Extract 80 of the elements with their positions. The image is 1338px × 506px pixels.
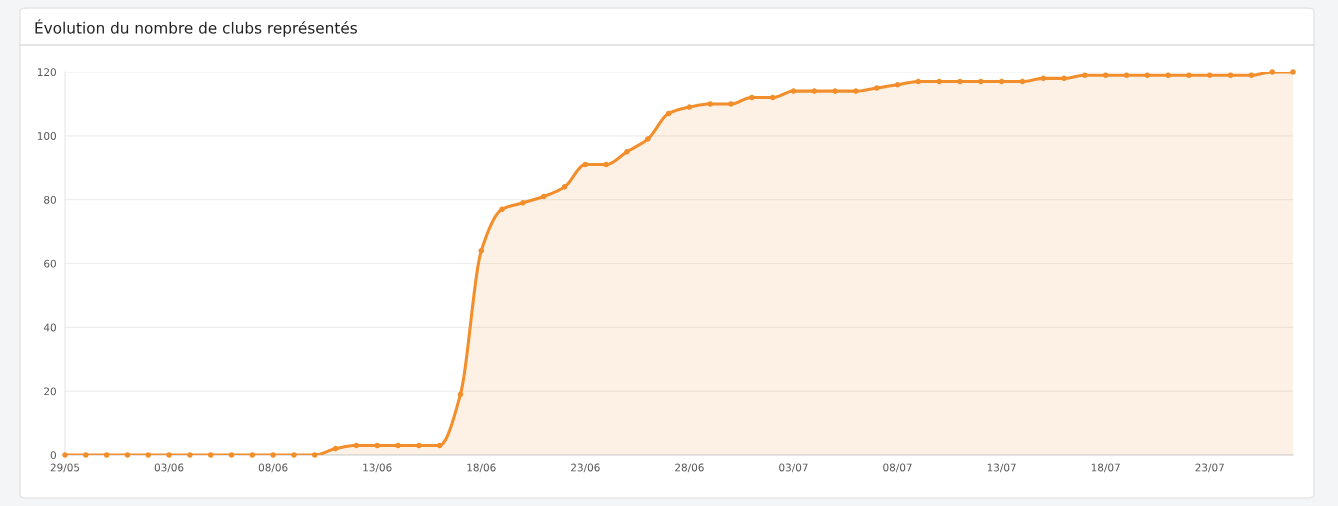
point [957, 78, 963, 85]
x-tick-label: 23/06 [571, 463, 600, 473]
point [1186, 72, 1192, 78]
point [436, 442, 443, 449]
point [416, 442, 422, 449]
y-tick-label: 20 [44, 387, 56, 396]
point [103, 452, 110, 458]
point [603, 161, 609, 168]
point [166, 452, 172, 458]
y-tick-label: 80 [44, 195, 56, 204]
point [998, 78, 1005, 85]
point [978, 78, 984, 85]
point [832, 88, 838, 94]
point [520, 200, 526, 206]
y-tick-label: 0 [50, 451, 56, 460]
point [478, 247, 485, 254]
point [499, 206, 505, 213]
point [228, 452, 235, 458]
x-tick-label: 08/06 [258, 463, 288, 473]
y-tick-label: 40 [43, 323, 56, 332]
point [62, 452, 68, 458]
point [769, 94, 776, 101]
point [1102, 72, 1109, 78]
point [665, 110, 672, 117]
point [582, 161, 589, 168]
point [811, 88, 818, 94]
point [1290, 69, 1296, 75]
point [374, 442, 380, 449]
y-tick-label: 60 [44, 259, 56, 268]
x-tick-label: 08/07 [883, 463, 912, 473]
x-tick-label: 29/05 [50, 463, 80, 473]
point [624, 149, 630, 155]
point [1123, 72, 1130, 78]
point [790, 88, 797, 94]
point [728, 101, 734, 107]
point [1227, 72, 1234, 78]
point [1248, 72, 1255, 78]
x-tick-label: 18/06 [467, 463, 496, 473]
point [936, 78, 942, 85]
point [707, 101, 713, 107]
point [187, 452, 193, 458]
point [749, 94, 755, 101]
point [270, 452, 276, 458]
x-tick-label: 03/06 [154, 463, 184, 473]
y-tick-label: 100 [37, 132, 56, 140]
point [894, 81, 901, 88]
point [145, 452, 152, 458]
point [353, 442, 360, 449]
x-tick-label: 23/07 [1195, 463, 1224, 473]
point [249, 452, 256, 458]
point [1061, 75, 1067, 82]
x-tick-label: 18/07 [1091, 463, 1120, 473]
point [561, 184, 568, 190]
x-tick-label: 28/06 [675, 463, 704, 473]
chart-title: Évolution du nombre de clubs représentés [35, 19, 357, 37]
point [645, 136, 651, 142]
point [915, 78, 922, 85]
point [1206, 72, 1213, 78]
point [395, 442, 401, 449]
x-tick-label: 13/07 [987, 463, 1016, 473]
point [83, 452, 89, 458]
y-tick-label: 120 [37, 68, 56, 77]
point [311, 452, 318, 458]
point [853, 88, 859, 94]
point [124, 452, 131, 458]
point [1165, 72, 1171, 78]
x-tick-label: 03/07 [779, 463, 808, 473]
point [1144, 72, 1151, 78]
point [332, 445, 339, 452]
point [686, 104, 693, 110]
point [1269, 69, 1275, 75]
point [873, 85, 880, 91]
point [1019, 78, 1026, 85]
point [291, 452, 297, 458]
x-tick-label: 13/06 [363, 463, 392, 473]
point [540, 193, 547, 200]
point [1040, 75, 1047, 82]
point [457, 391, 464, 398]
point [207, 452, 214, 458]
point [1082, 72, 1088, 78]
